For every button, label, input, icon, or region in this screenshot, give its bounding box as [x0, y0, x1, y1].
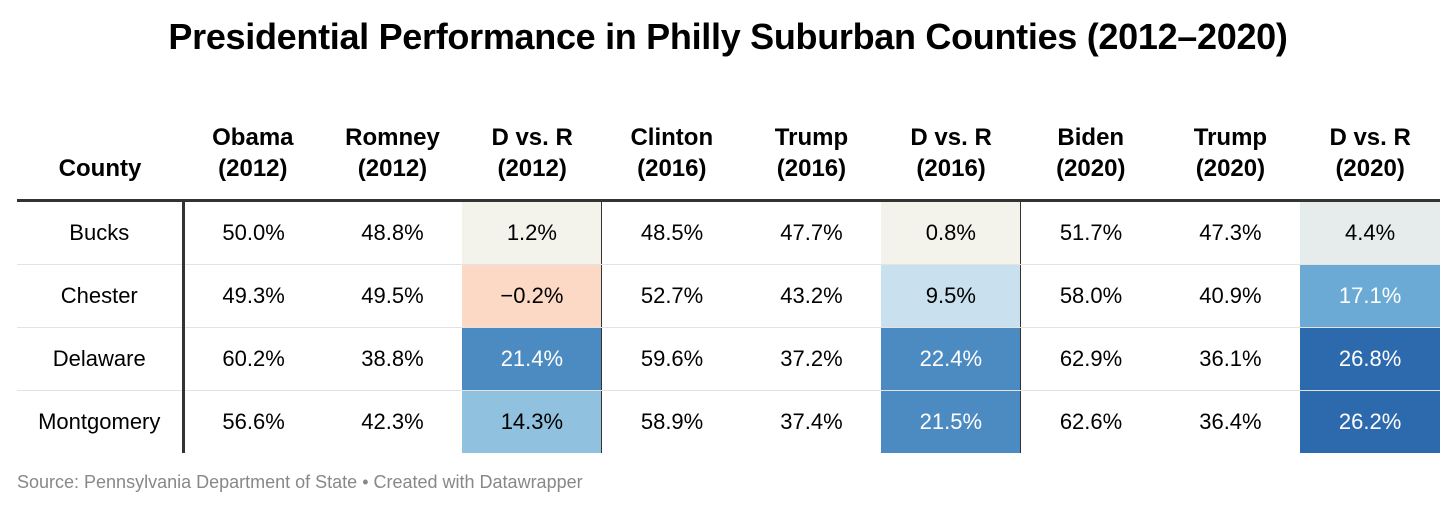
margin-cell: 0.8% [881, 200, 1022, 265]
header-romney-2012: Romney (2012) [322, 98, 463, 202]
table-row: Delaware 60.2% 38.8% 21.4% 59.6% 37.2% 2… [17, 327, 1440, 391]
header-trump-2016: Trump (2016) [741, 98, 882, 202]
value-cell: 38.8% [322, 327, 463, 391]
value-cell: 52.7% [601, 264, 742, 328]
margin-cell: 1.2% [462, 200, 603, 265]
value-cell: 42.3% [361, 409, 424, 434]
county-cell: Delaware [17, 327, 185, 391]
value-cell: 43.2% [741, 264, 882, 328]
margin-cell: 26.2% [1300, 390, 1440, 453]
header-margin-2016: D vs. R (2016) [881, 98, 1021, 202]
chart-title: Presidential Performance in Philly Subur… [168, 16, 1288, 57]
margin-cell: 22.4% [881, 327, 1022, 391]
value-cell: 37.4% [780, 409, 843, 434]
header-margin-2020: D vs. R (2020) [1300, 98, 1440, 202]
header-line2: (2020) [1056, 155, 1126, 182]
value-cell: 50.0% [183, 200, 323, 265]
value-cell: 36.4% [1199, 409, 1262, 434]
header-line1: D vs. R [1329, 124, 1411, 151]
margin-cell: 26.8% [1300, 327, 1440, 391]
margin-cell: 17.1% [1300, 264, 1440, 328]
header-biden-2020: Biden (2020) [1020, 98, 1161, 202]
margin-cell: 14.3% [462, 390, 603, 453]
county-cell: Chester [17, 264, 185, 328]
source-note: Source: Pennsylvania Department of State… [17, 472, 583, 492]
header-line2: (2016) [637, 155, 707, 182]
header-line2: (2016) [916, 155, 986, 182]
header-line1: Trump [1193, 124, 1268, 151]
value-cell: 51.7% [1020, 200, 1161, 265]
header-line1: Trump [774, 124, 849, 151]
county-cell: Montgomery [17, 390, 185, 453]
value-cell: 48.5% [601, 200, 742, 265]
value-cell: 60.2% [183, 327, 323, 391]
header-clinton-2016: Clinton (2016) [601, 98, 742, 202]
table-row: Bucks 50.0% 48.8% 1.2% 48.5% 47.7% 0.8% … [17, 200, 1440, 265]
header-line1: Obama [212, 124, 294, 151]
header-line2: (2016) [776, 155, 847, 182]
margin-cell: 21.4% [462, 327, 603, 391]
header-line2: (2020) [1195, 155, 1266, 182]
value-cell: 58.9% [640, 409, 704, 434]
value-cell: 47.3% [1160, 200, 1301, 265]
value-cell: 56.6% [222, 409, 285, 434]
value-cell: 49.3% [183, 264, 323, 328]
margin-cell: 21.5% [881, 390, 1022, 453]
value-cell: 37.2% [741, 327, 882, 391]
header-row: County Obama (2012) Romney (2012) D vs. … [17, 98, 1440, 202]
county-cell: Bucks [17, 200, 185, 265]
margin-cell: 4.4% [1300, 200, 1440, 265]
value-cell: 49.5% [322, 264, 463, 328]
header-line1: D vs. R [491, 124, 573, 151]
table-row: Montgomery 56.6% 42.3% 14.3% 58.9% 37.4%… [17, 390, 1440, 453]
margin-cell: 9.5% [881, 264, 1022, 328]
header-county: County [17, 98, 183, 202]
value-cell: 62.9% [1020, 327, 1161, 391]
header-line2: (2012) [218, 155, 288, 182]
header-line2: (2020) [1335, 155, 1405, 182]
value-cell: 59.6% [601, 327, 742, 391]
header-line2: (2012) [497, 155, 567, 182]
value-cell: 48.8% [322, 200, 463, 265]
value-cell: 62.6% [1059, 409, 1123, 434]
value-cell: 36.1% [1160, 327, 1301, 391]
table-row: Chester 49.3% 49.5% −0.2% 52.7% 43.2% 9.… [17, 264, 1440, 328]
value-cell: 58.0% [1020, 264, 1161, 328]
header-line1: County [58, 155, 142, 182]
header-line2: (2012) [357, 155, 428, 182]
value-cell: 47.7% [741, 200, 882, 265]
header-line1: Biden [1057, 124, 1125, 151]
header-obama-2012: Obama (2012) [183, 98, 323, 202]
header-line1: Clinton [630, 124, 714, 151]
header-trump-2020: Trump (2020) [1160, 98, 1301, 202]
results-table: County Obama (2012) Romney (2012) D vs. … [17, 98, 1440, 453]
value-cell: 40.9% [1160, 264, 1301, 328]
margin-cell: −0.2% [462, 264, 603, 328]
header-line1: Romney [345, 124, 440, 151]
header-line1: D vs. R [910, 124, 992, 151]
header-margin-2012: D vs. R (2012) [462, 98, 602, 202]
